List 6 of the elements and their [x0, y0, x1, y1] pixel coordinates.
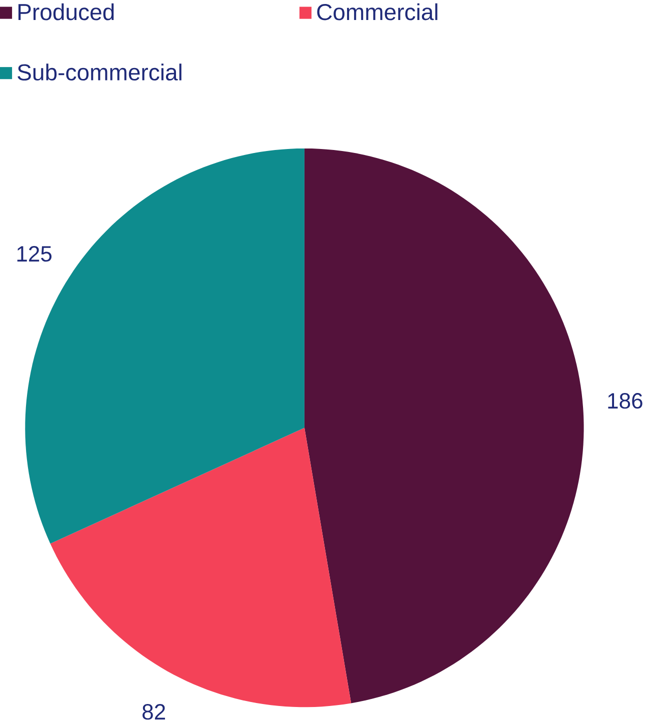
legend-label: Sub-commercial: [18, 64, 182, 81]
legend-label: Produced: [18, 3, 114, 20]
legend-label: Commercial: [317, 3, 438, 20]
data-label: 186: [608, 393, 642, 409]
data-label: 82: [142, 704, 166, 720]
data-label: 125: [18, 246, 52, 262]
